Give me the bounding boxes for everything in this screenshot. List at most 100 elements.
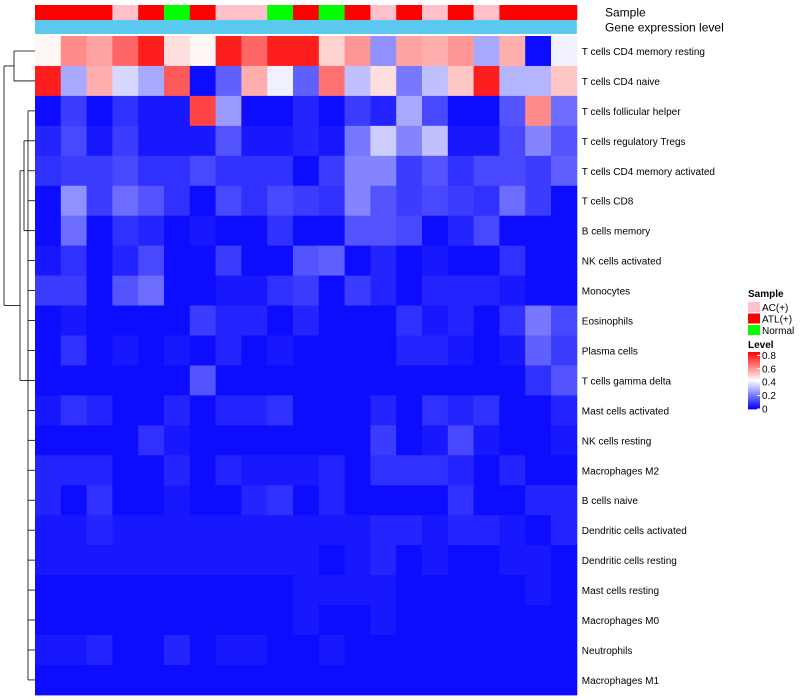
colorbar-segment: [748, 384, 760, 387]
heatmap-cell: [138, 125, 165, 157]
heatmap-cell: [499, 65, 526, 97]
heatmap-cell: [499, 605, 526, 636]
sample-annotation-bars: [35, 5, 578, 34]
colorbar-tick-label: 0: [762, 405, 768, 416]
heatmap-cell: [164, 65, 191, 97]
heatmap-cell: [422, 95, 449, 127]
heatmap-cell: [86, 605, 113, 636]
heatmap-cell: [525, 245, 552, 277]
heatmap-cell: [267, 215, 294, 247]
heatmap-cell: [112, 575, 139, 606]
heatmap-cell: [164, 575, 191, 606]
heatmap-cell: [189, 515, 217, 546]
heatmap-cell: [551, 125, 578, 157]
heatmap-cell: [60, 36, 88, 67]
heatmap-cell: [60, 185, 88, 217]
heatmap-cell: [215, 575, 242, 606]
heatmap-cell: [396, 36, 423, 67]
heatmap-cell: [138, 155, 165, 187]
legend-item-label: AC(+): [762, 303, 788, 314]
heatmap-cell: [344, 155, 371, 187]
heatmap-cell: [447, 635, 475, 666]
row-label: Macrophages M2: [582, 466, 660, 477]
heatmap-cell: [267, 305, 294, 336]
heatmap-cell: [551, 515, 578, 546]
heatmap-cell: [396, 395, 423, 426]
heatmap-cell: [473, 395, 500, 426]
heatmap-cell: [499, 95, 526, 127]
heatmap-cell: [396, 65, 423, 97]
heatmap-cell: [473, 575, 500, 606]
sample-annotation-cell: [525, 5, 552, 20]
heatmap-cell: [164, 275, 191, 307]
row-label: T cells CD4 memory resting: [582, 47, 705, 58]
heatmap-cell: [241, 95, 268, 127]
heatmap-cell: [241, 335, 268, 366]
row-label: T cells CD4 naive: [582, 77, 661, 88]
heatmap-cell: [344, 335, 371, 366]
heatmap-cell: [86, 36, 113, 67]
legend-sample-items: AC(+)ATL(+)Normal: [748, 302, 794, 337]
heatmap-cell: [86, 275, 113, 307]
heatmap-cell: [344, 425, 371, 456]
heatmap-cell: [499, 215, 526, 247]
colorbar-segment: [748, 377, 760, 380]
colorbar-segment: [748, 406, 760, 408]
heatmap-cell: [215, 305, 242, 336]
colorbar-segment: [748, 394, 760, 397]
heatmap-cell: [396, 215, 423, 247]
heatmap-cell: [318, 455, 346, 486]
heatmap-cell: [215, 275, 242, 307]
heatmap-cell: [551, 155, 578, 187]
heatmap-cell: [473, 245, 500, 277]
heatmap-cell: [189, 335, 217, 366]
heatmap-cell: [86, 305, 113, 336]
heatmap-cell: [344, 245, 371, 277]
heatmap-cell: [267, 125, 294, 157]
heatmap-cell: [164, 395, 191, 426]
heatmap-cell: [447, 485, 475, 516]
heatmap-cell: [35, 635, 62, 666]
heatmap-cell: [267, 425, 294, 456]
heatmap-cell: [318, 515, 346, 546]
heatmap-cell: [396, 545, 423, 576]
heatmap-cell: [241, 215, 268, 247]
heatmap-cell: [422, 36, 449, 67]
heatmap-cell: [344, 395, 371, 426]
heatmap-cell: [370, 65, 397, 97]
heatmap-cell: [241, 545, 268, 576]
colorbar-segment: [748, 387, 760, 390]
sample-annotation-cell: [293, 5, 320, 20]
heatmap-cell: [164, 485, 191, 516]
heatmap-cell: [189, 455, 217, 486]
heatmap-cell: [138, 365, 165, 396]
heatmap-cell: [318, 575, 346, 606]
heatmap-cell: [473, 605, 500, 636]
heatmap-cell: [241, 155, 268, 187]
heatmap-cell: [86, 65, 113, 97]
heatmap-cell: [293, 65, 320, 97]
heatmap-cell: [525, 185, 552, 217]
heatmap-cell: [525, 605, 552, 636]
heatmap-cell: [318, 305, 346, 336]
row-labels: T cells CD4 memory resting T cells CD4 na…: [582, 47, 715, 687]
heatmap-cell: [60, 245, 88, 277]
heatmap-cell: [189, 215, 217, 247]
sample-annotation-cell: [215, 5, 242, 20]
heatmap-cell: [112, 245, 139, 277]
heatmap-cell: [241, 395, 268, 426]
heatmap-cell: [525, 545, 552, 576]
heatmap-cell: [344, 545, 371, 576]
legend-swatch: [748, 313, 760, 324]
heatmap-cell: [86, 515, 113, 546]
colorbar-segment: [748, 373, 760, 376]
sample-annotation-cell: [318, 5, 346, 20]
heatmap-cell: [164, 125, 191, 157]
heatmap-cell: [551, 664, 578, 696]
heatmap-cell: [318, 185, 346, 217]
heatmap-cell: [189, 365, 217, 396]
heatmap-cell: [551, 95, 578, 127]
heatmap-cell: [60, 515, 88, 546]
heatmap-cell: [215, 215, 242, 247]
